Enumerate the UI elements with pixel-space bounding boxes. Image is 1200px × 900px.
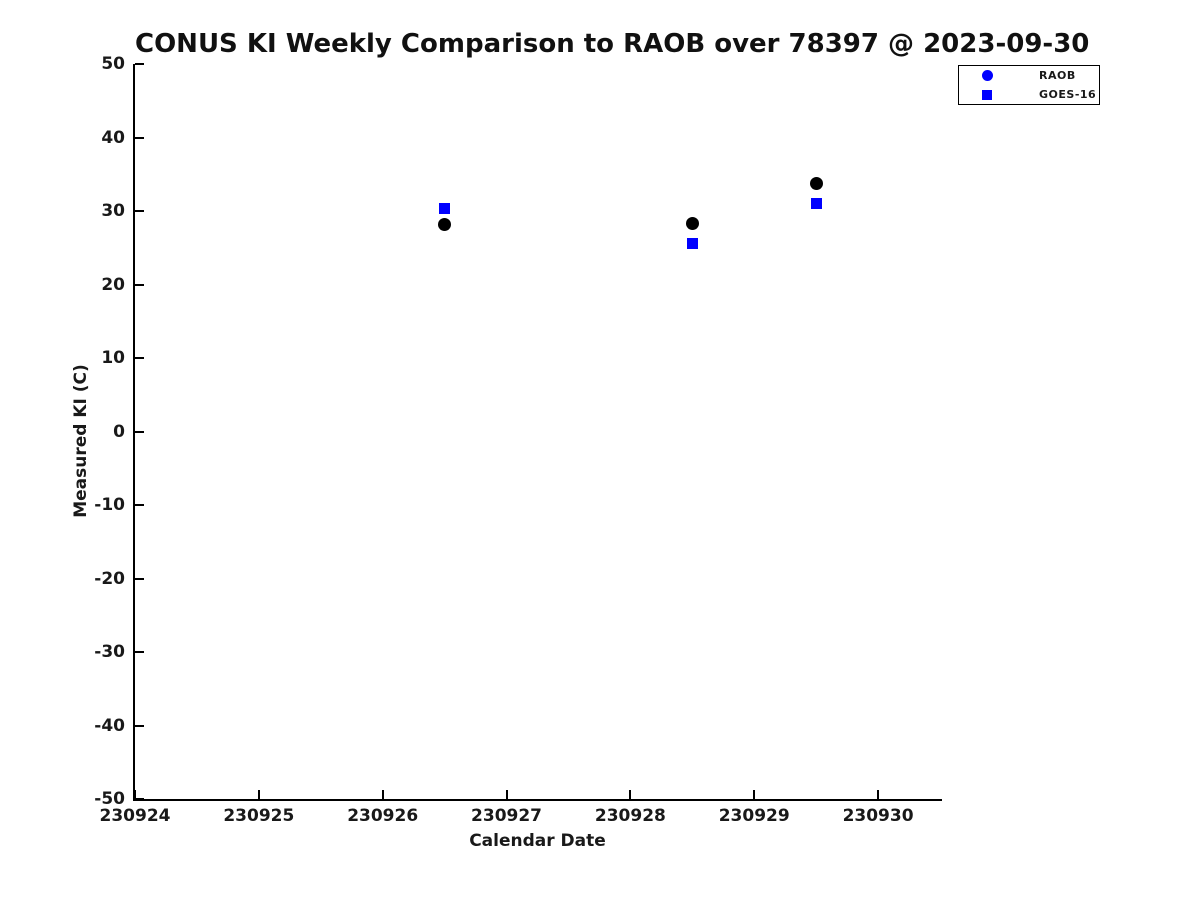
x-tick-label: 230926 [347, 806, 419, 826]
y-tick [135, 357, 144, 359]
y-tick [135, 430, 144, 433]
y-tick-label: -10 [94, 495, 125, 515]
data-point-goes-16 [810, 198, 822, 210]
y-tick-label: -50 [94, 789, 125, 809]
x-tick-label: 230924 [99, 806, 171, 826]
data-point-raob [809, 177, 823, 191]
y-tick [135, 724, 144, 727]
y-tick-label: 30 [101, 201, 125, 221]
square-marker-icon [982, 89, 992, 100]
legend-row: GOES-16 [959, 86, 1099, 104]
y-tick [135, 577, 144, 580]
chart-title: CONUS KI Weekly Comparison to RAOB over … [135, 29, 1090, 59]
x-tick-label: 230928 [594, 806, 666, 826]
x-tick-label: 230929 [718, 806, 790, 826]
y-tick [135, 504, 144, 506]
y-tick-label: -20 [94, 568, 125, 589]
legend-row: RAOB [959, 67, 1099, 85]
y-tick-label: 50 [101, 54, 125, 74]
legend-label: GOES-16 [1039, 88, 1097, 101]
y-tick-label: -30 [94, 642, 125, 662]
x-axis-line [133, 799, 942, 801]
y-tick [135, 283, 144, 286]
y-tick-label: 20 [101, 274, 125, 295]
x-tick [257, 790, 260, 799]
y-tick [135, 798, 144, 800]
y-axis-line [133, 64, 135, 801]
legend: RAOB GOES-16 [958, 65, 1100, 105]
y-tick-label: 40 [101, 127, 125, 148]
data-point-goes-16 [686, 237, 698, 249]
x-tick [753, 790, 756, 799]
y-tick [135, 63, 144, 65]
y-tick [135, 651, 144, 653]
y-tick-label: 10 [101, 348, 125, 368]
x-tick [381, 790, 384, 799]
y-tick-label: 0 [113, 421, 125, 442]
x-tick [629, 790, 632, 799]
x-tick [505, 790, 508, 799]
x-tick-label: 230927 [471, 806, 543, 826]
legend-label: RAOB [1039, 69, 1076, 82]
y-tick-label: -40 [94, 715, 125, 736]
data-point-raob [685, 216, 699, 230]
x-tick [134, 790, 136, 799]
data-point-raob [438, 217, 452, 231]
circle-marker-icon [981, 70, 993, 81]
y-tick [135, 210, 144, 212]
x-tick-label: 230925 [223, 806, 295, 826]
x-tick [877, 790, 880, 799]
x-tick-label: 230930 [842, 806, 914, 826]
data-point-goes-16 [439, 203, 451, 215]
x-axis-label: Calendar Date [469, 831, 606, 851]
y-tick [135, 136, 144, 139]
